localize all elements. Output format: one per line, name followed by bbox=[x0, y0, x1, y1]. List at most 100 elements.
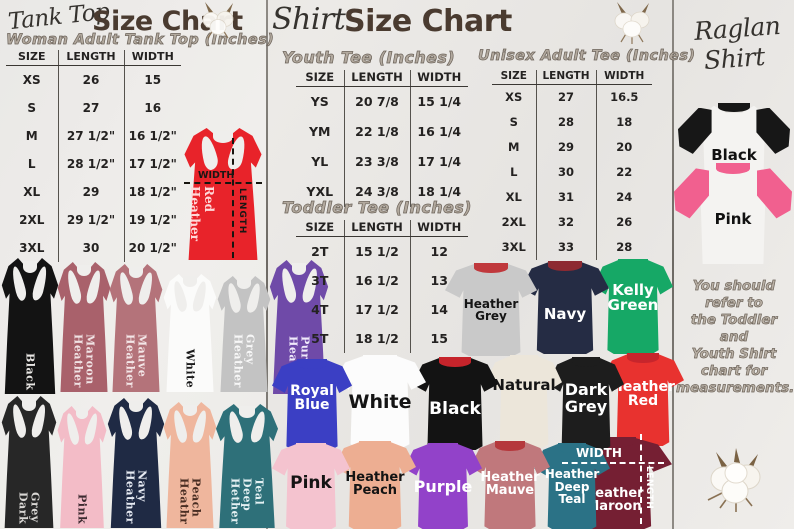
tank-color-name-line1: Heather bbox=[188, 186, 202, 241]
table-cell: 31 bbox=[535, 184, 596, 210]
youth-tee-table: SIZE LENGTH WIDTH YS 20 7/8 15 1/4 YM 22 1/8… bbox=[296, 70, 468, 207]
col-width: WIDTH bbox=[409, 70, 468, 87]
table-cell: 16 1/4 bbox=[409, 116, 468, 147]
tank-body bbox=[1, 258, 59, 394]
measurement-note-line: refer to bbox=[705, 295, 764, 312]
tank-body bbox=[217, 276, 271, 392]
table-cell: 32 bbox=[535, 209, 596, 235]
tee-color-row-1: Heather Grey Navy Kelly Green bbox=[445, 258, 673, 358]
table-cell: 27 bbox=[57, 93, 124, 122]
tank-length-guide bbox=[232, 138, 234, 258]
tank-neck bbox=[129, 266, 143, 279]
col-length: LENGTH bbox=[343, 220, 410, 237]
measurement-note-line: and bbox=[719, 329, 749, 346]
tee-collar bbox=[591, 436, 637, 448]
unisex-adult-tee-title: Unisex Adult Tee (Inches) bbox=[478, 48, 696, 65]
tank-body bbox=[1, 396, 57, 528]
table-cell: M bbox=[25, 128, 38, 143]
cotton-boll-icon-top-middle bbox=[608, 0, 656, 44]
tank-neck bbox=[22, 398, 36, 411]
table-cell: 14 bbox=[409, 294, 468, 324]
woman-adult-tank-top-table: SIZE LENGTH WIDTH XS 26 15 S 27 16 M 27 1/2" 16 … bbox=[6, 50, 181, 262]
table-cell: 3XL bbox=[501, 240, 526, 254]
table-cell: 2XL bbox=[19, 212, 45, 227]
panel-divider-1 bbox=[266, 0, 268, 529]
table-row: 3T 16 1/2 13 bbox=[296, 265, 468, 295]
table-row: 5T 18 1/2 15 bbox=[296, 323, 468, 353]
tank-body bbox=[163, 274, 217, 392]
tee-color-row-2: Royal Blue White Black Natural Dark Grey Heathe… bbox=[272, 352, 684, 450]
unisex-adult-tee-table: SIZE LENGTH WIDTH XS 27 16.5 S 28 18 M 29 20 L 30 2… bbox=[492, 70, 652, 260]
tank-swatch-heather-mauve: Heather Mauve bbox=[108, 264, 164, 392]
toddler-tee-table: SIZE LENGTH WIDTH 2T 15 1/2 12 3T 16 1/2 13 4T… bbox=[296, 220, 468, 353]
tee-length-guide bbox=[640, 434, 642, 524]
table-cell: 29 bbox=[57, 177, 124, 206]
table-cell: 26 bbox=[595, 209, 652, 235]
table-cell: YL bbox=[311, 154, 329, 169]
table-cell: 2XL bbox=[501, 215, 526, 229]
tank-body bbox=[184, 128, 262, 260]
table-row: M 29 20 bbox=[492, 134, 652, 160]
tee-swatch-navy: Navy bbox=[521, 260, 609, 354]
table-cell: 22 1/8 bbox=[343, 116, 410, 147]
table-cell: XL bbox=[23, 184, 41, 199]
tank-neck bbox=[213, 130, 233, 143]
tank-body bbox=[57, 262, 111, 392]
table-cell: 3XL bbox=[19, 240, 45, 255]
table-cell: YS bbox=[310, 94, 329, 110]
tank-swatch-heather-navy: Heather Navy bbox=[106, 398, 166, 528]
col-length: LENGTH bbox=[57, 50, 124, 66]
table-body: XS 26 15 S 27 16 M 27 1/2" 16 1/2" L 28 1/2" 17 1/2… bbox=[6, 65, 181, 262]
cotton-boll-icon bbox=[700, 446, 772, 516]
tank-neck bbox=[183, 404, 197, 416]
table-row: YM 22 1/8 16 1/4 bbox=[296, 116, 468, 147]
tee-body bbox=[470, 441, 550, 529]
tank-body bbox=[215, 404, 279, 528]
table-cell: 27 1/2" bbox=[57, 121, 124, 150]
tee-collar bbox=[627, 352, 659, 364]
table-cell: 20 1/2" bbox=[123, 233, 181, 262]
tank-neck bbox=[77, 264, 91, 277]
tank-color-row-2: Dark Grey Pink Heather Navy Heathr Peach Hether… bbox=[0, 392, 279, 529]
tee-collar bbox=[362, 354, 398, 366]
tank-color-name: Heather Red bbox=[188, 186, 216, 241]
tank-width-guide bbox=[184, 182, 262, 184]
table-header-row: SIZE LENGTH WIDTH bbox=[296, 70, 468, 87]
col-width: WIDTH bbox=[123, 50, 181, 66]
table-cell: S bbox=[509, 115, 518, 129]
tee-swatch-royal-blue: Royal Blue bbox=[272, 358, 352, 450]
table-cell: 18 1/2" bbox=[123, 177, 181, 206]
table-cell: 12 bbox=[409, 236, 468, 266]
table-cell: 30 bbox=[535, 159, 596, 185]
table-cell: 5T bbox=[311, 330, 329, 346]
tee-collar bbox=[438, 356, 472, 368]
table-row: YXL 24 3/8 18 1/4 bbox=[296, 176, 468, 207]
tank-swatch-black: Black bbox=[0, 258, 60, 394]
raglan-label-black: Black bbox=[711, 146, 757, 164]
table-body: YS 20 7/8 15 1/4 YM 22 1/8 16 1/4 YL 23 3/8 17 1… bbox=[296, 86, 468, 207]
table-body: XS 27 16.5 S 28 18 M 29 20 L 30 22 XL 31 24 2XL 32 26 3XL 3… bbox=[492, 84, 652, 260]
table-cell: 2T bbox=[311, 243, 329, 259]
table-cell: 22 bbox=[595, 159, 652, 185]
table-row: 2T 15 1/2 12 bbox=[296, 236, 468, 266]
youth-tee-title: Youth Tee (Inches) bbox=[282, 48, 456, 68]
table-cell: 18 bbox=[595, 109, 652, 135]
tank-swatch-hether-deep-teal: Hether Deep Teal bbox=[214, 404, 280, 528]
tank-neck bbox=[237, 278, 251, 289]
raglan-script-title-line1: Raglan bbox=[693, 11, 782, 46]
table-row: S 28 18 bbox=[492, 109, 652, 135]
sample-tank-heather-red: WIDTH LENGTH Heather Red bbox=[182, 128, 264, 260]
table-cell: 28 bbox=[535, 109, 596, 135]
tee-width-label: WIDTH bbox=[576, 446, 622, 460]
tee-body bbox=[272, 359, 352, 450]
tank-neck bbox=[239, 406, 255, 418]
tank-swatch-heather-grey: Heather Grey bbox=[216, 276, 272, 392]
tee-body bbox=[272, 443, 350, 529]
table-row: YS 20 7/8 15 1/4 bbox=[296, 86, 468, 117]
tee-length-label: LENGTH bbox=[644, 466, 654, 510]
table-cell: 15 1/2 bbox=[343, 236, 410, 266]
table-cell: XS bbox=[22, 72, 41, 87]
table-cell: 28 1/2" bbox=[57, 149, 124, 178]
table-cell: 30 bbox=[57, 233, 124, 262]
col-size: SIZE bbox=[6, 50, 58, 66]
